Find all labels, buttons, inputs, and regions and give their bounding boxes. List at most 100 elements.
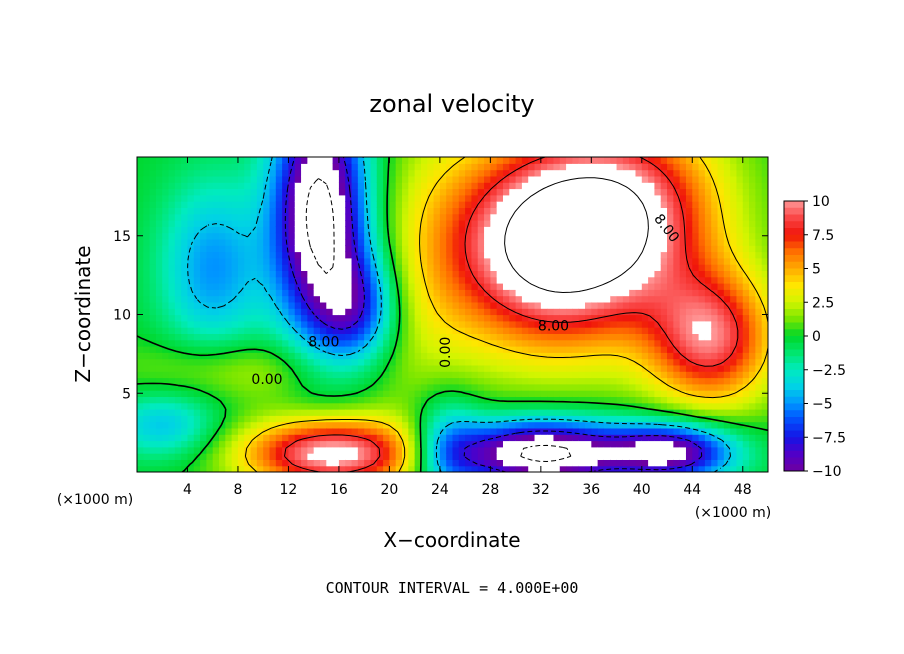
field-cell	[225, 383, 233, 391]
field-cell	[149, 182, 157, 190]
field-cell	[679, 163, 687, 171]
field-cell	[465, 421, 473, 429]
field-cell	[471, 308, 479, 316]
field-cell	[610, 213, 618, 221]
field-cell	[692, 163, 700, 171]
field-cell	[231, 409, 239, 416]
field-cell	[256, 434, 264, 442]
field-cell	[193, 459, 201, 467]
field-cell	[692, 453, 700, 460]
field-cell	[181, 188, 189, 196]
field-cell	[616, 163, 624, 171]
field-cell	[685, 377, 693, 385]
field-cell	[433, 421, 441, 429]
field-cell	[667, 434, 674, 442]
field-cell	[610, 346, 618, 353]
field-cell	[616, 465, 624, 472]
field-cell	[332, 245, 340, 253]
field-cell	[137, 446, 144, 454]
field-cell	[162, 446, 170, 454]
field-cell	[547, 327, 555, 334]
field-cell	[244, 434, 252, 442]
field-cell	[256, 352, 264, 360]
field-cell	[528, 346, 536, 353]
field-cell	[578, 207, 586, 215]
field-cell	[553, 427, 561, 435]
field-cell	[313, 163, 321, 171]
field-cell	[698, 371, 706, 379]
field-cell	[723, 333, 731, 341]
field-cell	[376, 213, 384, 221]
field-cell	[755, 396, 763, 404]
field-cell	[370, 283, 378, 290]
field-cell	[698, 364, 706, 372]
field-cell	[597, 434, 605, 442]
field-cell	[389, 175, 397, 183]
field-cell	[521, 169, 529, 177]
field-cell	[654, 301, 662, 309]
field-cell	[212, 289, 220, 297]
field-cell	[319, 446, 327, 454]
field-cell	[402, 364, 409, 372]
field-cell	[307, 295, 315, 303]
field-cell	[465, 201, 473, 208]
field-cell	[585, 383, 592, 391]
field-cell	[338, 333, 346, 341]
field-cell	[269, 390, 277, 397]
field-cell	[338, 251, 346, 259]
field-cell	[755, 320, 763, 328]
field-cell	[370, 245, 378, 253]
field-cell	[553, 295, 561, 303]
field-cell	[345, 157, 353, 164]
field-cell	[547, 459, 555, 467]
field-cell	[263, 415, 271, 423]
field-cell	[256, 440, 264, 448]
field-cell	[698, 409, 706, 416]
field-cell	[301, 175, 308, 183]
field-cell	[730, 459, 738, 467]
field-cell	[622, 182, 630, 190]
field-cell	[313, 465, 321, 472]
field-cell	[484, 333, 491, 341]
field-cell	[723, 194, 731, 202]
field-cell	[559, 301, 567, 309]
field-cell	[244, 157, 252, 164]
field-cell	[477, 289, 485, 297]
field-cell	[471, 207, 479, 215]
field-cell	[610, 308, 618, 316]
field-cell	[711, 226, 719, 234]
field-cell	[395, 427, 403, 435]
field-cell	[704, 289, 712, 297]
field-cell	[420, 446, 428, 454]
field-cell	[603, 163, 611, 171]
field-cell	[231, 427, 239, 435]
field-cell	[502, 220, 510, 227]
field-cell	[143, 194, 151, 202]
field-cell	[660, 364, 668, 372]
field-cell	[648, 390, 656, 397]
field-cell	[730, 327, 738, 334]
field-cell	[420, 264, 428, 271]
field-cell	[219, 283, 226, 290]
field-cell	[149, 232, 157, 240]
field-cell	[338, 169, 346, 177]
field-cell	[471, 270, 479, 278]
field-cell	[357, 427, 365, 435]
field-cell	[433, 188, 441, 196]
field-cell	[332, 188, 340, 196]
field-cell	[679, 440, 687, 448]
field-cell	[174, 383, 182, 391]
field-cell	[654, 421, 662, 429]
field-cell	[452, 257, 460, 265]
field-cell	[540, 358, 548, 366]
field-cell	[433, 194, 441, 202]
field-cell	[351, 308, 359, 316]
field-cell	[231, 434, 239, 442]
field-cell	[433, 207, 441, 215]
field-cell	[717, 276, 725, 284]
field-cell	[313, 276, 321, 284]
field-cell	[193, 188, 201, 196]
field-cell	[484, 257, 491, 265]
field-cell	[553, 383, 561, 391]
field-cell	[137, 308, 144, 316]
